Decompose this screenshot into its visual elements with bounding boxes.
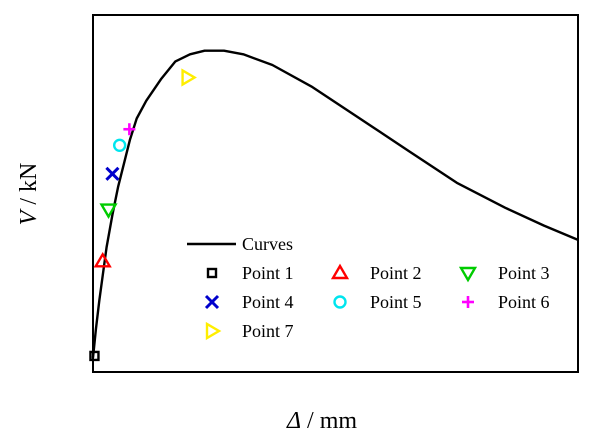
legend-label-point-3: Point 3 [498, 263, 550, 283]
legend-swatch-point-4 [204, 294, 220, 310]
marker-point-4 [105, 166, 120, 181]
legend-label-point-5: Point 5 [370, 292, 422, 312]
legend: Curves Point 1 Point 2 Point 3 Point 4 Point… [187, 234, 550, 341]
legend-swatch-point-5 [333, 295, 347, 309]
legend-curve-label: Curves [242, 234, 293, 254]
y-axis-title: V / kN [16, 163, 42, 226]
legend-label-point-7: Point 7 [242, 321, 294, 341]
legend-label-point-1: Point 1 [242, 263, 294, 283]
marker-point-3 [99, 203, 118, 219]
legend-label-point-6: Point 6 [498, 292, 550, 312]
plot-frame [92, 14, 579, 373]
legend-swatch-point-7 [205, 321, 222, 341]
marker-point-7 [181, 68, 197, 87]
legend-swatch-point-3 [458, 266, 478, 283]
legend-label-point-2: Point 2 [370, 263, 422, 283]
marker-point-6 [123, 123, 136, 136]
legend-swatch-point-1 [206, 267, 218, 279]
x-axis-title: Δ / mm [286, 408, 357, 434]
marker-point-5 [112, 138, 127, 153]
marker-point-2 [93, 251, 112, 268]
legend-swatch-point-6 [462, 296, 474, 308]
load-displacement-curve [91, 49, 579, 358]
markers [89, 68, 197, 362]
legend-label-point-4: Point 4 [242, 292, 294, 312]
legend-swatch-point-2 [330, 263, 350, 280]
marker-point-1 [89, 350, 100, 362]
